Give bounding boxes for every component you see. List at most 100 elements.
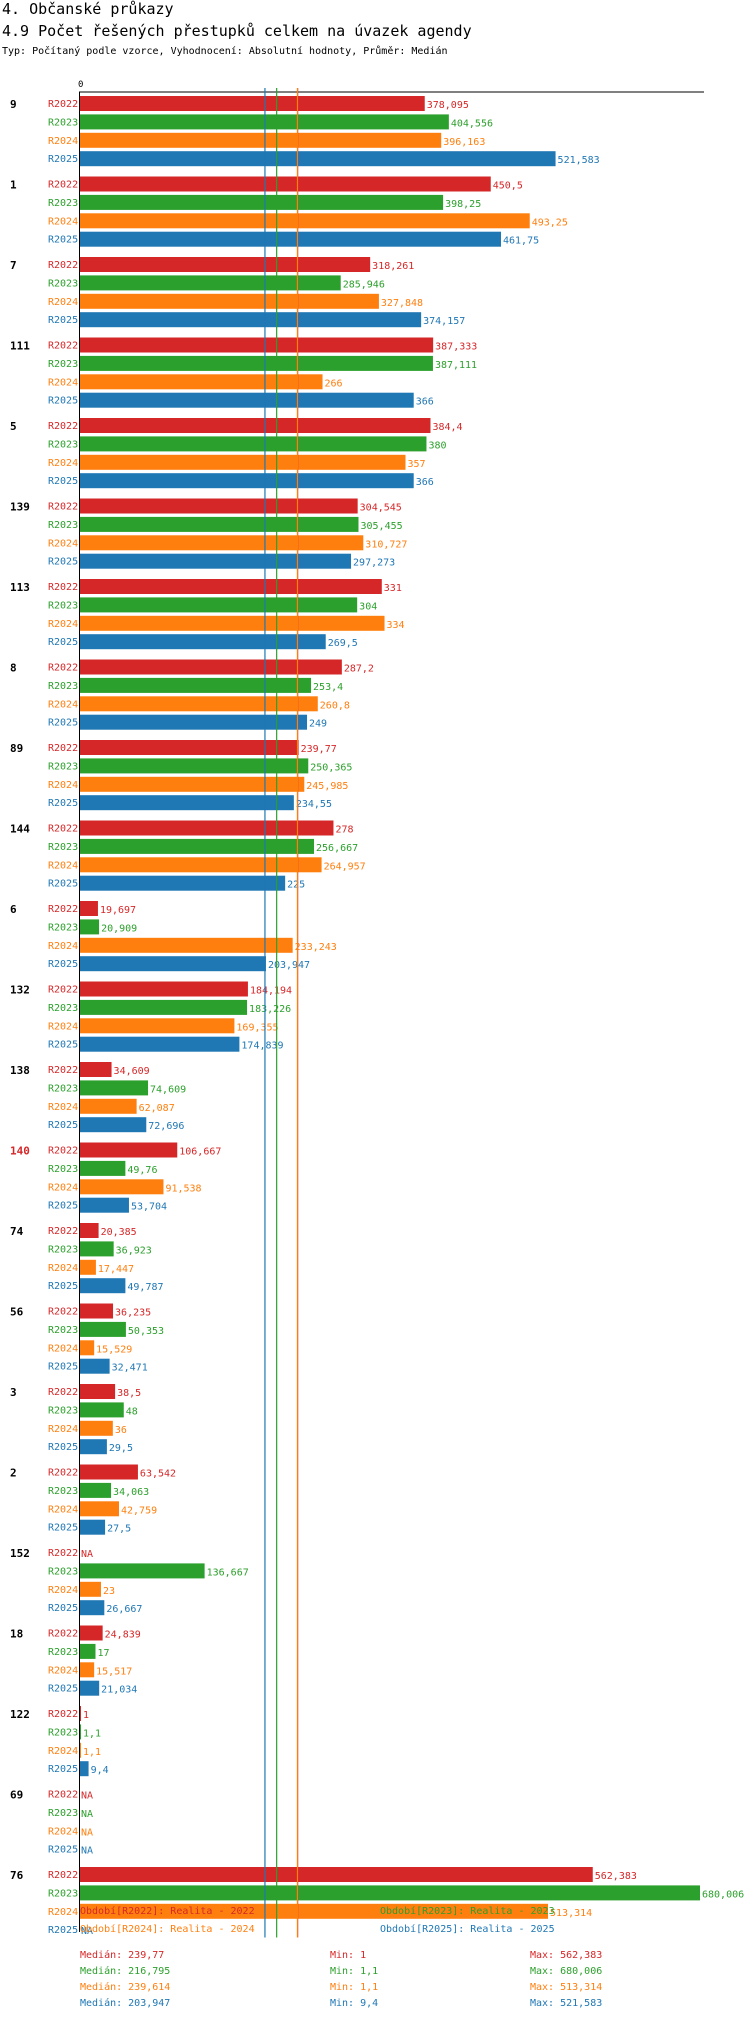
bar [80, 1501, 119, 1517]
series-label: R2023 [48, 117, 78, 128]
bar [80, 677, 312, 693]
data-label: 404,556 [451, 118, 493, 129]
data-label: 245,985 [306, 781, 348, 792]
series-label: R2025 [48, 1362, 78, 1373]
bar [80, 659, 342, 675]
bar [80, 275, 341, 291]
series-label: R2023 [48, 681, 78, 692]
series-label: R2023 [48, 1244, 78, 1255]
bar [80, 1223, 99, 1238]
series-label: R2024 [48, 1102, 78, 1113]
series-label: R2022 [48, 180, 78, 191]
bar [80, 1241, 114, 1257]
bar [80, 901, 98, 916]
data-label: 225 [287, 880, 305, 891]
group-label: 152 [10, 1547, 30, 1560]
data-label: 49,787 [127, 1282, 163, 1293]
group-label: 5 [10, 420, 17, 433]
series-label: R2025 [48, 1040, 78, 1051]
series-label: R2024 [48, 216, 78, 227]
series-label: R2022 [48, 1870, 78, 1881]
series-label: R2025 [48, 879, 78, 890]
data-label: 384,4 [432, 422, 462, 433]
data-label: 20,909 [101, 923, 137, 934]
data-label: 38,5 [117, 1388, 141, 1399]
bar [80, 418, 431, 433]
series-label: R2024 [48, 538, 78, 549]
bar [80, 231, 502, 247]
data-label: 260,8 [320, 700, 350, 711]
bar [80, 1903, 549, 1919]
data-label: 62,087 [139, 1103, 175, 1114]
data-label: 461,75 [503, 236, 539, 247]
data-label: 233,243 [295, 942, 337, 953]
bar [80, 516, 359, 532]
data-label: NA [81, 1809, 93, 1820]
bar [80, 875, 286, 891]
data-label: 74,609 [150, 1084, 186, 1095]
data-label: 203,947 [268, 960, 310, 971]
data-label: 32,471 [112, 1363, 148, 1374]
data-label: 21,034 [101, 1685, 137, 1696]
bar [80, 1117, 147, 1133]
series-label: R2023 [48, 600, 78, 611]
chart-title: 4.9 Počet řešených přestupků celkem na ú… [2, 22, 472, 40]
group-label: 74 [10, 1225, 24, 1238]
group-label: 132 [10, 984, 30, 997]
bar [80, 981, 248, 997]
series-label: R2024 [48, 1021, 78, 1032]
bar [80, 1062, 112, 1077]
series-label: R2023 [48, 1405, 78, 1416]
bar [80, 1358, 110, 1374]
data-label: 17 [97, 1648, 109, 1659]
bar [80, 634, 326, 650]
series-label: R2023 [48, 520, 78, 531]
group-label: 1 [10, 179, 17, 192]
bar [80, 857, 322, 873]
data-label: 1 [83, 1710, 89, 1721]
bar [80, 312, 422, 328]
series-label: R2025 [48, 1925, 78, 1936]
legend-period-r2023: Období[R2023]: Realita - 2023 [380, 1906, 555, 1917]
series-label: R2025 [48, 718, 78, 729]
series-label: R2024 [48, 458, 78, 469]
bar [80, 1098, 137, 1114]
bar [80, 838, 315, 854]
series-label: R2023 [48, 278, 78, 289]
series-label: R2023 [48, 1325, 78, 1336]
data-label: 374,157 [423, 316, 465, 327]
series-label: R2022 [48, 985, 78, 996]
data-label: 53,704 [131, 1202, 167, 1213]
data-label: 493,25 [532, 217, 568, 228]
group-label: 18 [10, 1628, 23, 1641]
bar [80, 1625, 103, 1641]
series-label: R2025 [48, 315, 78, 326]
series-label: R2024 [48, 1504, 78, 1515]
bar [80, 919, 100, 935]
series-label: R2022 [48, 1307, 78, 1318]
data-label: 357 [407, 459, 425, 470]
bar [80, 795, 294, 811]
series-label: R2023 [48, 922, 78, 933]
data-label: 304 [359, 601, 377, 612]
stat-median-r2023: Medián: 216,795 [80, 1966, 171, 1977]
group-label: 9 [10, 98, 17, 111]
data-label: 378,095 [427, 100, 469, 111]
data-label: 253,4 [313, 682, 343, 693]
data-label: 304,545 [360, 503, 402, 514]
group-label: 111 [10, 340, 30, 353]
series-label: R2024 [48, 1424, 78, 1435]
series-label: R2023 [48, 1888, 78, 1899]
bar [80, 293, 379, 309]
bar [80, 1439, 107, 1455]
series-label: R2022 [48, 663, 78, 674]
group-label: 2 [10, 1467, 17, 1480]
data-label: 269,5 [328, 638, 358, 649]
stat-max-r2022: Max: 562,383 [530, 1950, 603, 1961]
series-label: R2022 [48, 502, 78, 513]
group-label: 6 [10, 903, 17, 916]
group-label: 7 [10, 259, 17, 272]
data-label: 49,76 [127, 1165, 157, 1176]
data-label: 36 [115, 1425, 127, 1436]
